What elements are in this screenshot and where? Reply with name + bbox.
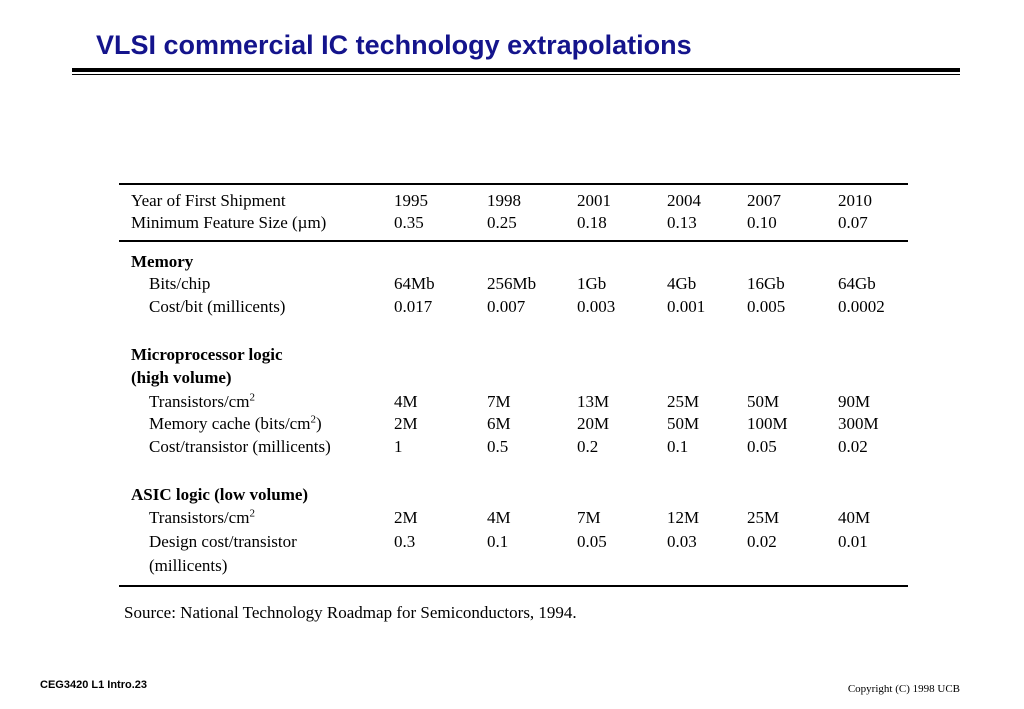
asic-transistors-label: Transistors/cm2: [149, 507, 255, 527]
table-cell: 4M: [394, 392, 418, 411]
table-cell: 0.18: [577, 213, 607, 232]
table-cell: 300M: [838, 414, 879, 433]
table-cell: 2M: [394, 508, 418, 527]
table-cell: 20M: [577, 414, 610, 433]
table-cell: 25M: [667, 392, 700, 411]
table-cell: 0.01: [838, 532, 868, 551]
table-cell: 0.10: [747, 213, 777, 232]
footer-copyright: Copyright (C) 1998 UCB: [847, 683, 960, 695]
table-cell: 0.0002: [838, 297, 885, 316]
table-cell: 4Gb: [667, 274, 697, 293]
table-cell: 2004: [667, 191, 701, 210]
table-top-line: [119, 183, 908, 185]
table-cell: 25M: [747, 508, 780, 527]
table-cell: 6M: [487, 414, 511, 433]
table-cell: 2010: [838, 191, 872, 210]
table-cell: 90M: [838, 392, 871, 411]
table-header-line: [119, 240, 908, 242]
micro-cost-label: Cost/transistor (millicents): [149, 437, 331, 456]
page-title: VLSI commercial IC technology extrapolat…: [96, 30, 692, 60]
table-cell: 0.5: [487, 437, 509, 456]
table-cell: 2M: [394, 414, 418, 433]
table-cell: 64Gb: [838, 274, 876, 293]
table-cell: 0.07: [838, 213, 868, 232]
table-cell: 0.3: [394, 532, 416, 551]
title-rule-thick: [72, 68, 960, 72]
bits-label: Bits/chip: [149, 274, 211, 293]
table-cell: 50M: [747, 392, 780, 411]
table-cell: 1998: [487, 191, 521, 210]
table-bottom-line: [119, 585, 908, 587]
asic-heading: ASIC logic (low volume): [131, 485, 309, 504]
table-cell: 0.05: [747, 437, 777, 456]
asic-design-label-line2: (millicents): [149, 556, 228, 575]
table-cell: 0.005: [747, 297, 786, 316]
year-label: Year of First Shipment: [131, 191, 286, 210]
table-cell: 64Mb: [394, 274, 435, 293]
table-cell: 2001: [577, 191, 611, 210]
table-cell: 0.03: [667, 532, 697, 551]
title-rule-thin: [72, 74, 960, 75]
table-cell: 0.001: [667, 297, 706, 316]
table-cell: 0.003: [577, 297, 616, 316]
table-cell: 0.35: [394, 213, 424, 232]
table-cell: 0.02: [747, 532, 777, 551]
table-cell: 1: [394, 437, 403, 456]
micro-transistors-label: Transistors/cm2: [149, 391, 255, 411]
footer-slide-id: CEG3420 L1 Intro.23: [40, 679, 147, 691]
source-note: Source: National Technology Roadmap for …: [124, 603, 577, 622]
table-cell: 0.007: [487, 297, 526, 316]
table-cell: 2007: [747, 191, 781, 210]
table-cell: 7M: [487, 392, 511, 411]
table-cell: 4M: [487, 508, 511, 527]
table-cell: 12M: [667, 508, 700, 527]
table-cell: 50M: [667, 414, 700, 433]
table-cell: 0.02: [838, 437, 868, 456]
table-cell: 0.2: [577, 437, 599, 456]
micro-heading-line1: Microprocessor logic: [131, 345, 283, 364]
table-cell: 40M: [838, 508, 871, 527]
table-cell: 0.05: [577, 532, 607, 551]
table-cell: 1995: [394, 191, 428, 210]
asic-design-label-line1: Design cost/transistor: [149, 532, 297, 551]
memory-cost-label: Cost/bit (millicents): [149, 297, 286, 316]
table-cell: 13M: [577, 392, 610, 411]
table-cell: 0.1: [667, 437, 689, 456]
table-cell: 100M: [747, 414, 788, 433]
table-cell: 7M: [577, 508, 601, 527]
memory-heading: Memory: [131, 252, 194, 271]
table-cell: 0.25: [487, 213, 517, 232]
table-cell: 16Gb: [747, 274, 785, 293]
table-cell: 1Gb: [577, 274, 607, 293]
table-cell: 0.13: [667, 213, 697, 232]
table-cell: 0.017: [394, 297, 433, 316]
micro-heading-line2: (high volume): [131, 368, 232, 387]
table-cell: 0.1: [487, 532, 509, 551]
micro-cache-label: Memory cache (bits/cm2): [149, 413, 322, 433]
feature-label: Minimum Feature Size (µm): [131, 213, 327, 232]
table-cell: 256Mb: [487, 274, 537, 293]
